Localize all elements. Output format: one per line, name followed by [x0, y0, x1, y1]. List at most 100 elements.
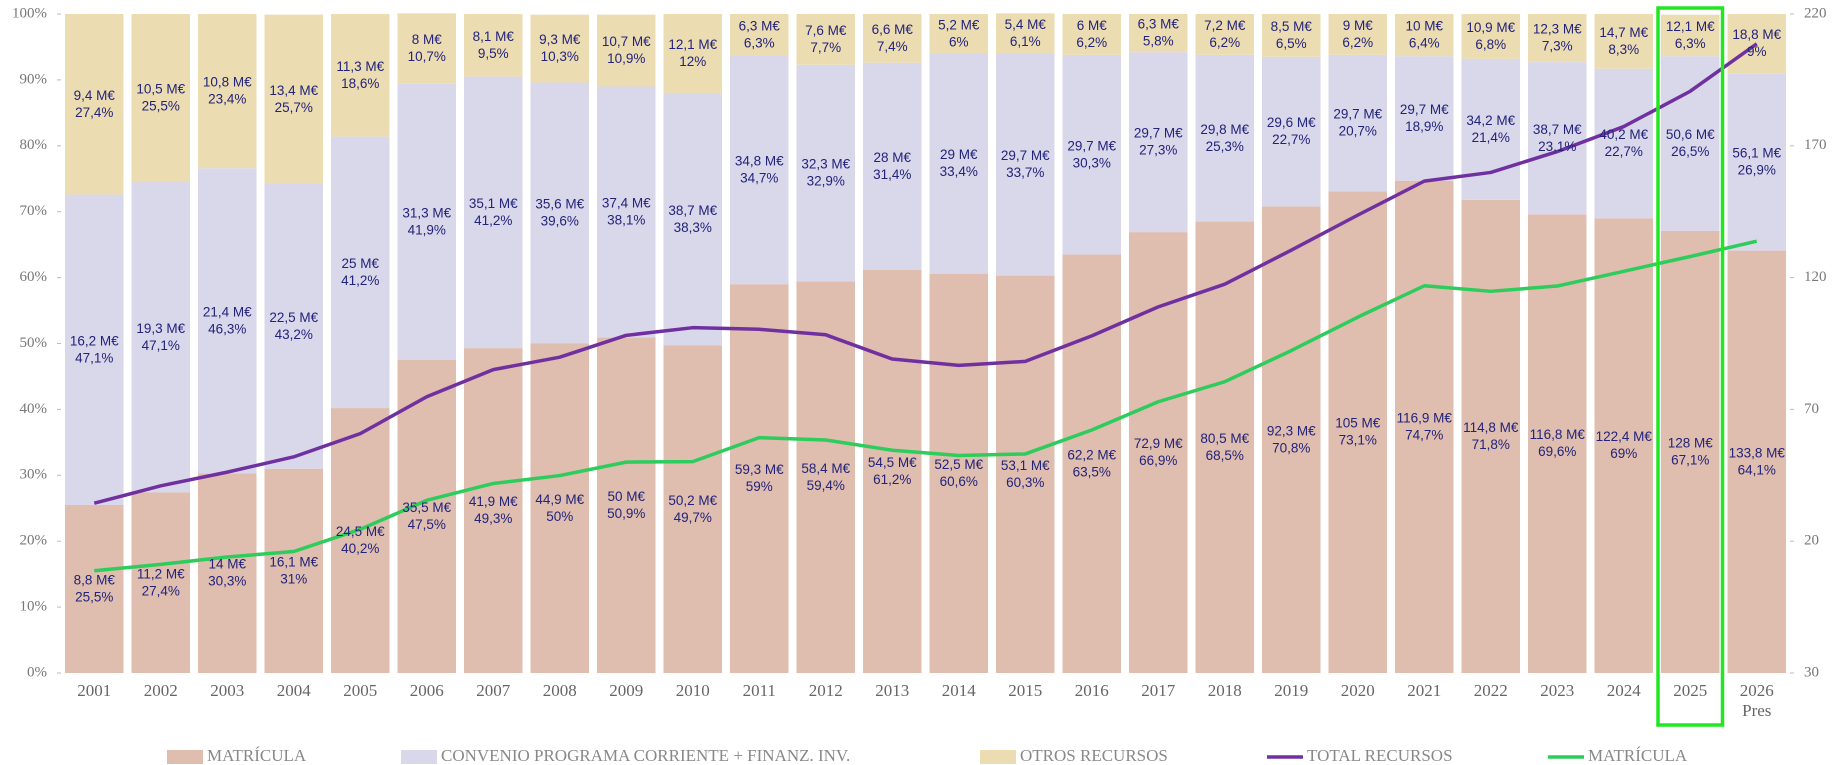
amount-label: 12,1 M€: [1666, 19, 1715, 34]
value-label: 49,7%: [674, 510, 712, 525]
amount-label: 50,2 M€: [668, 493, 717, 508]
bar-segment: [1328, 54, 1388, 192]
bar-segment: [530, 343, 590, 673]
value-label: 71,8%: [1472, 437, 1510, 452]
amount-label: 50 M€: [607, 489, 645, 504]
bar-segment: [663, 345, 723, 673]
amount-label: 29,8 M€: [1200, 122, 1249, 137]
value-label: 27,4%: [75, 105, 113, 120]
bar-segment: [397, 13, 457, 84]
x-tick-label: 2015: [1008, 681, 1043, 700]
amount-label: 14,7 M€: [1599, 25, 1648, 40]
value-label: 47,1%: [75, 350, 113, 365]
value-label: 31%: [280, 571, 307, 586]
amount-label: 58,4 M€: [801, 461, 850, 476]
amount-label: 11,3 M€: [336, 59, 384, 74]
y2-tick-label: 30: [1804, 664, 1819, 680]
x-tick-label: 2014: [941, 681, 976, 700]
amount-label: 54,5 M€: [868, 455, 917, 470]
amount-label: 24,5 M€: [336, 524, 385, 539]
value-label: 10,3%: [541, 49, 579, 64]
amount-label: 22,5 M€: [269, 310, 318, 325]
amount-label: 14 M€: [208, 557, 246, 572]
x-tick-label: 2004: [276, 681, 311, 700]
value-label: 6,3%: [744, 35, 775, 50]
value-label: 18,6%: [341, 76, 379, 91]
bar-segment: [1461, 14, 1521, 59]
x-tick-label: 2023: [1540, 681, 1575, 700]
amount-label: 10,5 M€: [136, 82, 185, 97]
x-tick-label: 2025: [1673, 681, 1708, 700]
value-label: 7,4%: [877, 39, 908, 54]
bar-segment: [929, 14, 989, 54]
amount-label: 6,3 M€: [739, 18, 781, 33]
value-label: 12%: [679, 54, 706, 69]
amount-label: 29 M€: [940, 147, 978, 162]
bar-segment: [1727, 73, 1787, 251]
y2-tick-label: 170: [1804, 137, 1827, 153]
amount-label: 80,5 M€: [1200, 431, 1249, 446]
value-label: 6,8%: [1475, 37, 1506, 52]
bar-segment: [1594, 218, 1654, 674]
value-label: 47,5%: [408, 517, 446, 532]
value-label: 6,2%: [1342, 35, 1373, 50]
value-label: 33,7%: [1006, 165, 1044, 180]
value-label: 9%: [1747, 44, 1767, 59]
bar-segment: [1328, 14, 1388, 55]
amount-label: 116,9 M€: [1397, 410, 1453, 425]
value-label: 49,3%: [474, 511, 512, 526]
value-label: 6,2%: [1076, 35, 1107, 50]
amount-label: 6 M€: [1077, 18, 1108, 33]
amount-label: 34,2 M€: [1466, 113, 1515, 128]
amount-label: 8,1 M€: [473, 29, 515, 44]
amount-label: 50,6 M€: [1666, 127, 1715, 142]
legend-label: OTROS RECURSOS: [1020, 746, 1168, 765]
bar-segment: [463, 14, 523, 77]
bar-segment: [1527, 214, 1587, 673]
bar-segment: [64, 14, 124, 195]
bar-segment: [1594, 14, 1654, 69]
value-label: 6,1%: [1010, 34, 1041, 49]
bar-segment: [1527, 14, 1587, 63]
amount-label: 53,1 M€: [1001, 458, 1050, 473]
amount-label: 133,8 M€: [1729, 445, 1786, 460]
x-tick-label: 2003: [210, 681, 245, 700]
value-label: 43,2%: [275, 327, 313, 342]
amount-label: 8 M€: [412, 32, 443, 47]
legend-label: MATRÍCULA: [1588, 746, 1688, 765]
amount-label: 41,9 M€: [469, 494, 518, 509]
amount-label: 40,2 M€: [1599, 127, 1648, 142]
value-label: 31,4%: [873, 167, 911, 182]
legend-swatch: [167, 750, 203, 764]
amount-label: 10,7 M€: [602, 34, 651, 49]
amount-label: 12,3 M€: [1533, 22, 1582, 37]
x-tick-label: 2026 Pres: [1739, 681, 1774, 720]
amount-label: 114,8 M€: [1463, 420, 1519, 435]
value-label: 22,7%: [1605, 144, 1643, 159]
bar-segment: [862, 14, 922, 63]
value-label: 30,3%: [1073, 155, 1111, 170]
bar-segment: [197, 473, 257, 673]
y2-tick-label: 220: [1804, 5, 1827, 21]
bar-segment: [995, 53, 1055, 276]
bar-segment: [131, 14, 191, 183]
bar-segment: [64, 194, 124, 505]
value-label: 25,7%: [275, 100, 313, 115]
value-label: 50%: [546, 509, 573, 524]
bar-segment: [1062, 54, 1122, 255]
bar-segment: [530, 82, 590, 344]
amount-label: 6,3 M€: [1138, 17, 1180, 32]
legend-label: TOTAL RECURSOS: [1307, 746, 1453, 765]
bar-segment: [596, 86, 656, 338]
value-label: 50,9%: [607, 506, 645, 521]
value-label: 21,4%: [1472, 130, 1510, 145]
amount-label: 29,7 M€: [1134, 126, 1183, 141]
value-label: 6%: [949, 34, 969, 49]
value-label: 10,7%: [408, 49, 446, 64]
bar-segment: [330, 136, 390, 409]
bar-segment: [1195, 14, 1255, 55]
bar-segment: [1660, 14, 1720, 57]
line-series: [94, 239, 1758, 573]
bar-segment: [530, 14, 590, 83]
y-tick-label: 80%: [20, 137, 48, 153]
